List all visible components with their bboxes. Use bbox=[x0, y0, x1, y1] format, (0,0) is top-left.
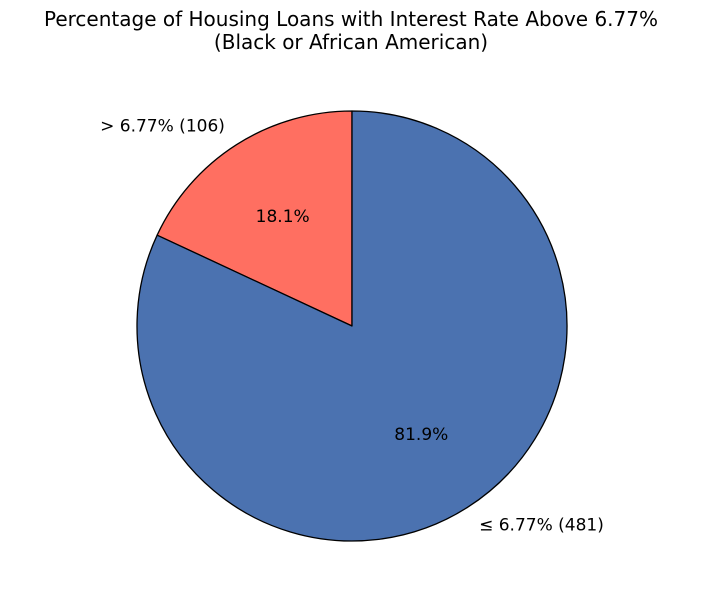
pie-slice-percent-label: 18.1% bbox=[256, 207, 310, 227]
chart-subtitle: (Black or African American) bbox=[214, 30, 488, 54]
pie-slice-0 bbox=[156, 110, 353, 327]
chart-title: Percentage of Housing Loans with Interes… bbox=[44, 7, 658, 31]
pie-slice-1 bbox=[136, 110, 568, 542]
pie-labels: 18.1% > 6.77% (106) 81.9% ≤ 6.77% (481) bbox=[100, 117, 604, 536]
pie-slices bbox=[136, 110, 568, 542]
pie-slice-percent-label: 81.9% bbox=[394, 425, 448, 445]
pie-slice-category-label: ≤ 6.77% (481) bbox=[479, 515, 604, 535]
pie-slice-category-label: > 6.77% (106) bbox=[100, 117, 225, 137]
